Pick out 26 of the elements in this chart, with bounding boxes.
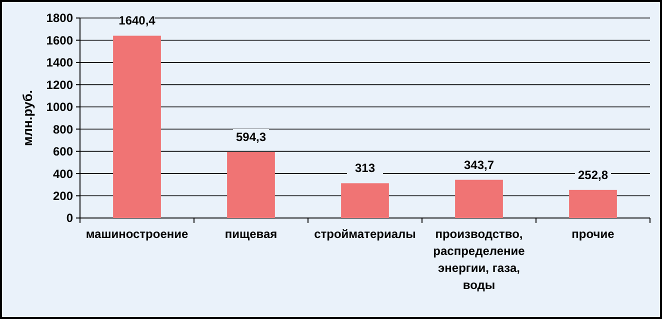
x-tick-label: стройматериалы — [314, 227, 416, 241]
y-tick-label: 1200 — [46, 78, 74, 92]
bar — [227, 152, 275, 218]
y-tick-label: 1600 — [46, 33, 74, 48]
x-tick-label: производство, распределение энергии, газа, воды — [433, 227, 526, 292]
x-tick-label: пищевая — [224, 227, 278, 241]
y-tick-label: 1000 — [46, 100, 74, 114]
data-label: 313 — [354, 161, 376, 176]
y-tick-label: 600 — [52, 144, 74, 159]
x-tick-label: машиностроение — [86, 227, 189, 241]
bar — [569, 190, 617, 218]
y-tick-label: 800 — [52, 122, 74, 136]
y-tick-label: 0 — [66, 211, 74, 226]
y-tick-label: 400 — [52, 166, 74, 181]
x-tick-label: прочие — [572, 227, 615, 241]
bar — [455, 180, 503, 218]
data-label: 594,3 — [236, 130, 266, 144]
bar — [113, 36, 161, 218]
data-label: 252,8 — [578, 168, 608, 182]
y-tick-label: 1800 — [46, 11, 74, 26]
bar — [341, 183, 389, 218]
y-axis-title: млн.руб. — [20, 90, 35, 146]
y-tick-label: 200 — [52, 188, 74, 203]
data-label: 1640,4 — [118, 14, 156, 28]
y-tick-label: 1400 — [46, 56, 74, 70]
data-label: 343,7 — [464, 158, 494, 172]
